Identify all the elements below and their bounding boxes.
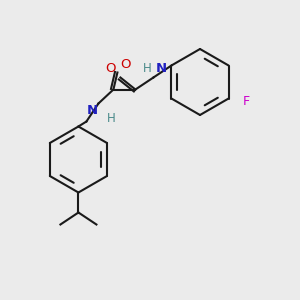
Text: H: H xyxy=(143,62,152,76)
Text: F: F xyxy=(243,95,250,108)
Text: H: H xyxy=(106,112,115,124)
Text: N: N xyxy=(86,104,98,118)
Text: O: O xyxy=(120,58,131,70)
Text: O: O xyxy=(105,62,116,76)
Text: N: N xyxy=(155,62,167,76)
